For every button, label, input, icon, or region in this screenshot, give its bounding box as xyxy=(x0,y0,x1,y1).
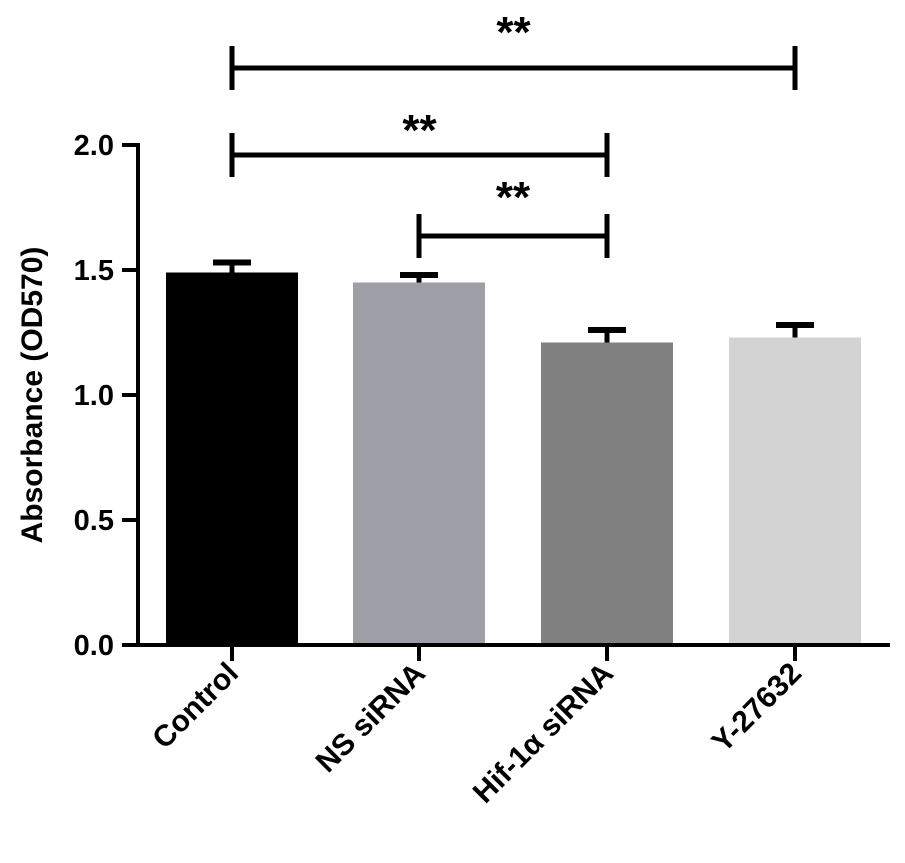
x-tick-label: Control xyxy=(146,657,245,756)
significance-label: ** xyxy=(496,8,531,57)
bars xyxy=(166,272,861,645)
y-tick-label: 2.0 xyxy=(74,130,114,162)
y-tick-label: 1.0 xyxy=(74,380,114,412)
y-axis-label: Absorbance (OD570) xyxy=(16,247,49,544)
bar xyxy=(353,282,485,645)
bar xyxy=(166,272,298,645)
x-axis: Control NS siRNA Hif-1α siRNA Y-27632 xyxy=(136,643,890,810)
x-tick-label: Y-27632 xyxy=(706,657,808,759)
bar xyxy=(729,337,861,645)
significance-brackets: ** ** ** xyxy=(229,8,798,258)
significance-label: ** xyxy=(402,106,437,155)
y-tick-label: 1.5 xyxy=(74,255,114,287)
significance-label: ** xyxy=(496,173,531,222)
error-bars xyxy=(213,259,814,343)
y-axis: 0.0 0.5 1.0 1.5 2.0 xyxy=(74,130,140,662)
y-tick-label: 0.0 xyxy=(74,630,114,662)
x-tick-label: NS siRNA xyxy=(310,657,432,779)
x-tick-label: Hif-1α siRNA xyxy=(467,657,620,810)
y-tick-label: 0.5 xyxy=(74,505,114,537)
bar xyxy=(541,342,673,645)
